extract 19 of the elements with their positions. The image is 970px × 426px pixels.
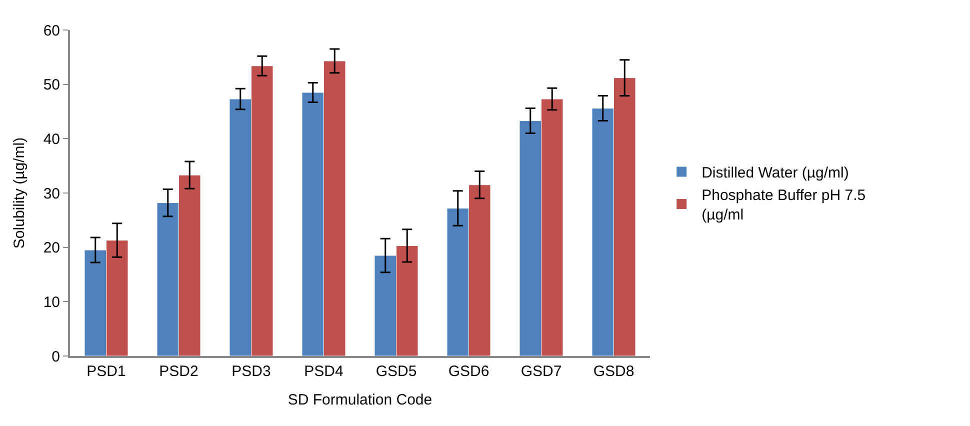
y-tick-label: 50 — [43, 76, 60, 94]
legend-label: Distilled Water (µg/ml) — [702, 164, 849, 182]
y-axis-title: Solubility (µg/ml) — [11, 137, 28, 249]
x-tick-label: GSD5 — [376, 363, 417, 380]
x-tick-label: GSD6 — [448, 363, 490, 380]
legend-label: Phosphate Buffer pH 7.5 (µg/ml — [702, 187, 866, 224]
x-axis-title: SD Formulation Code — [288, 392, 432, 408]
x-tick-label: PSD1 — [86, 363, 126, 380]
x-tick-label: PSD2 — [159, 363, 198, 380]
y-tick-label: 20 — [43, 240, 60, 257]
y-tick-label: 40 — [43, 130, 60, 148]
x-tick-label: GSD8 — [593, 363, 634, 380]
y-tick-label: 30 — [43, 185, 60, 202]
y-tick-label: 10 — [43, 294, 60, 311]
y-tick-label: 60 — [43, 22, 60, 40]
x-tick-label: GSD7 — [520, 363, 562, 380]
y-tick-label: 0 — [52, 348, 60, 366]
x-tick-label: PSD3 — [232, 363, 271, 380]
x-tick-label: PSD4 — [304, 363, 344, 380]
